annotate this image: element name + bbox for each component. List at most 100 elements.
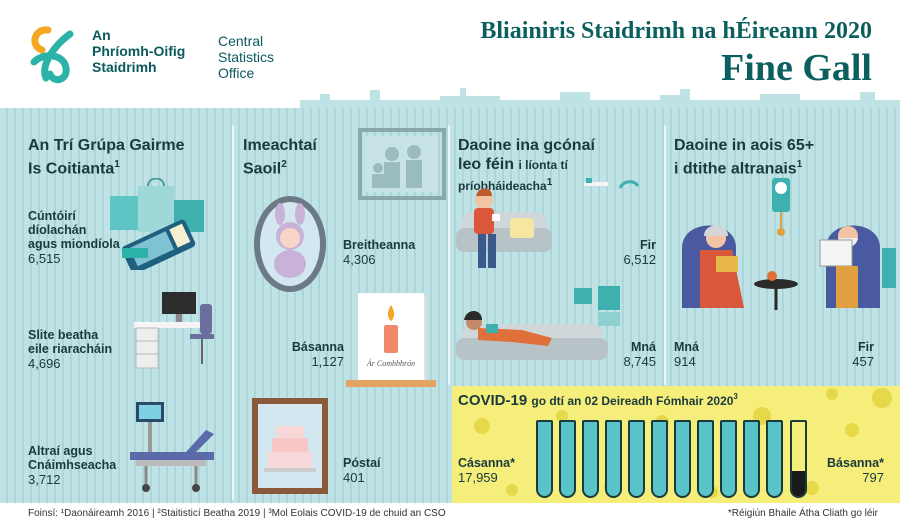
panel-title-text: príobháideacha [458,179,547,193]
footnote-marker: 1 [114,159,120,170]
logo-english-text: Central Statistics Office [218,33,274,81]
occupation-item: Cúntóirí díolachán agus miondíola 6,515 [28,209,120,266]
footer: Foinsí: ¹Daonáireamh 2016 | ²Staitisticí… [0,503,900,526]
living-alone-women-stat: Mná 8,745 [604,340,656,369]
family-portrait-icon [358,128,446,200]
test-tube-icon [651,420,668,498]
men-label: Fir [858,340,874,354]
panel-title-text: Is Coitianta [28,160,115,178]
panel-title-line: Is Coitianta1 [28,155,184,178]
deaths-label: Básanna [291,340,344,354]
cases-label: Cásanna* [458,456,515,470]
divider [232,125,234,500]
test-tube-icon [674,420,691,498]
test-tube-icon [582,420,599,498]
test-tube-icon [605,420,622,498]
test-tube-icon [697,420,714,498]
logo-english-line: Statistics [218,49,275,65]
cases-value: 17,959 [458,470,498,485]
covid-deaths-stat: Básanna* 797 [824,456,884,485]
baby-portrait-icon [254,196,326,292]
occupation-label: agus miondíola [28,237,120,251]
occupation-label: eile riaracháin [28,342,113,356]
logo-irish-text: An Phríomh-Oifig Staidrimh [92,27,185,75]
covid-title: COVID-19 go dtí an 02 Deireadh Fómhair 2… [458,392,738,409]
births-value: 4,306 [343,252,376,267]
panel-title-line: Daoine in aois 65+ [674,137,815,154]
logo-english-line: Office [218,65,255,81]
panel-occupations-title: An Trí Grúpa Gairme Is Coitianta1 [28,136,184,178]
panel-title-line: Imeachtaí [243,137,317,154]
panel-title-line: príobháideacha1 [458,175,595,194]
occupation-item: Altraí agus Cnáimhseacha 3,712 [28,444,116,487]
women-value: 914 [674,354,696,369]
footnote-marker: 3 [733,392,738,401]
births-label: Breitheanna [343,238,416,252]
men-value: 457 [852,354,874,369]
deaths-value: 797 [862,470,884,485]
woman-on-sofa-icon [456,286,620,360]
panel-title-text: i dtithe altranais [674,160,797,178]
logo-irish-line: An [92,27,111,43]
covid-cases-stat: Cásanna* 17,959 [458,456,515,485]
marriages-stat: Póstaí 401 [343,456,381,485]
candle-icon [384,305,398,353]
man-on-sofa-icon [456,178,640,268]
logo-english-line: Central [218,33,264,49]
men-value: 6,512 [623,252,656,267]
women-value: 8,745 [623,354,656,369]
covid-title-rest: go dtí an 02 Deireadh Fómhair 2020 [531,394,734,408]
panel-title-line: An Trí Grúpa Gairme [28,137,185,154]
footnote-marker: 2 [281,159,287,170]
wedding-cake-portrait-icon [252,398,328,494]
shelf [346,380,436,387]
sympathy-card: Ár Comhbhrón [358,293,424,385]
test-tube-icon [743,420,760,498]
nursing-home-women-stat: Mná 914 [674,340,699,369]
marriages-value: 401 [343,470,365,485]
footer-sources: Foinsí: ¹Daonáireamh 2016 | ²Staitisticí… [28,508,446,519]
nursing-home-men-stat: Fir 457 [836,340,874,369]
page-title: Bliainiris Staidrimh na hÉireann 2020 [480,18,872,44]
panel-title-text: i líonta tí [518,158,568,172]
occupation-label: Altraí agus [28,444,93,458]
living-alone-men-stat: Fir 6,512 [610,238,656,267]
occupation-label: Slite beatha [28,328,99,342]
panel-life-events-title: Imeachtaí Saoil2 [243,136,317,178]
births-stat: Breitheanna 4,306 [343,238,415,267]
test-tube-icon [628,420,645,498]
cso-logo-icon [30,26,74,84]
footer-note: *Réigiún Bhaile Átha Cliath go léir [727,508,878,519]
covid-title-bold: COVID-19 [458,392,528,409]
test-tube-icon [720,420,737,498]
panel-title-line: Saoil2 [243,155,317,178]
card-terminal-icon [110,178,204,270]
occupation-value: 6,515 [28,251,61,266]
test-tube-icon [536,420,553,498]
marriages-label: Póstaí [343,456,381,470]
occupation-value: 3,712 [28,472,61,487]
women-label: Mná [631,340,656,354]
occupation-label: Cúntóirí [28,209,76,223]
men-label: Fir [640,238,656,252]
occupation-label: díolachán [28,223,87,237]
divider [664,125,666,385]
logo-irish-line: Staidrimh [92,59,157,75]
covid-panel: COVID-19 go dtí an 02 Deireadh Fómhair 2… [452,386,900,503]
logo-irish-line: Phríomh-Oifig [92,43,186,59]
page-subtitle: Fine Gall [721,47,872,89]
skyline-icon [300,88,900,110]
occupation-label: Cnáimhseacha [28,458,117,472]
test-tube-icon [766,420,783,498]
panel-living-alone-title: Daoine ina gcónaí leo féin i líonta tí p… [458,136,595,194]
office-desk-icon [134,292,214,369]
deaths-value: 1,127 [311,354,344,369]
hospital-bed-icon [130,402,214,492]
deaths-tube-icon [790,420,807,498]
panel-title-line: leo féin i líonta tí [458,155,595,175]
footnote-marker: 1 [796,159,803,170]
deaths-label: Básanna* [827,456,884,470]
women-label: Mná [674,340,699,354]
panel-title-line: i dtithe altranais1 [674,155,814,178]
deaths-stat: Básanna 1,127 [284,340,344,369]
